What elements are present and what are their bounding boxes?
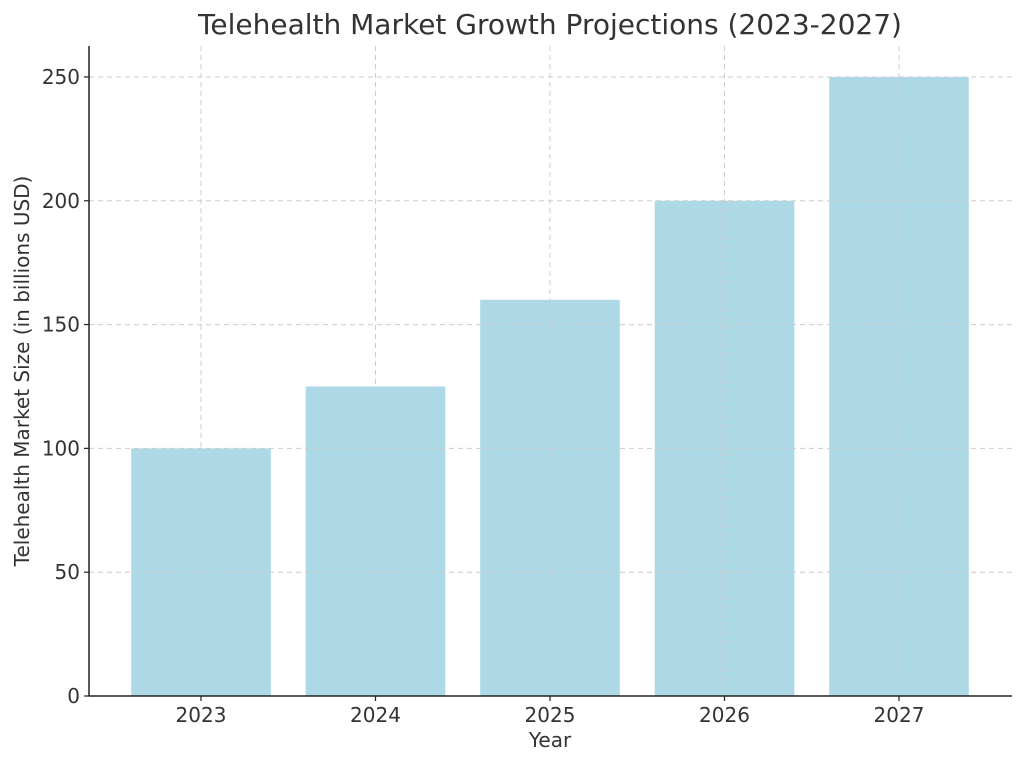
x-tick-label: 2025 bbox=[525, 703, 576, 727]
x-axis-label: Year bbox=[528, 728, 572, 752]
x-tick-label: 2023 bbox=[176, 703, 227, 727]
grid bbox=[89, 46, 1012, 696]
bars bbox=[131, 76, 969, 696]
x-tick-label: 2026 bbox=[699, 703, 750, 727]
y-tick-label: 250 bbox=[42, 65, 80, 89]
y-tick-label: 150 bbox=[42, 313, 80, 337]
y-tick-label: 0 bbox=[67, 684, 80, 708]
y-tick-label: 200 bbox=[42, 189, 80, 213]
x-tick-label: 2027 bbox=[874, 703, 925, 727]
x-tick-label: 2024 bbox=[350, 703, 401, 727]
y-tick-label: 50 bbox=[55, 560, 80, 584]
y-axis-label: Telehealth Market Size (in billions USD) bbox=[10, 176, 34, 568]
bar-2027 bbox=[829, 76, 969, 696]
chart-title: Telehealth Market Growth Projections (20… bbox=[197, 8, 902, 41]
y-tick-label: 100 bbox=[42, 436, 80, 460]
x-ticks: 2023 2024 2025 2026 2027 bbox=[176, 696, 925, 727]
y-ticks: 0 50 100 150 200 250 bbox=[42, 65, 89, 708]
